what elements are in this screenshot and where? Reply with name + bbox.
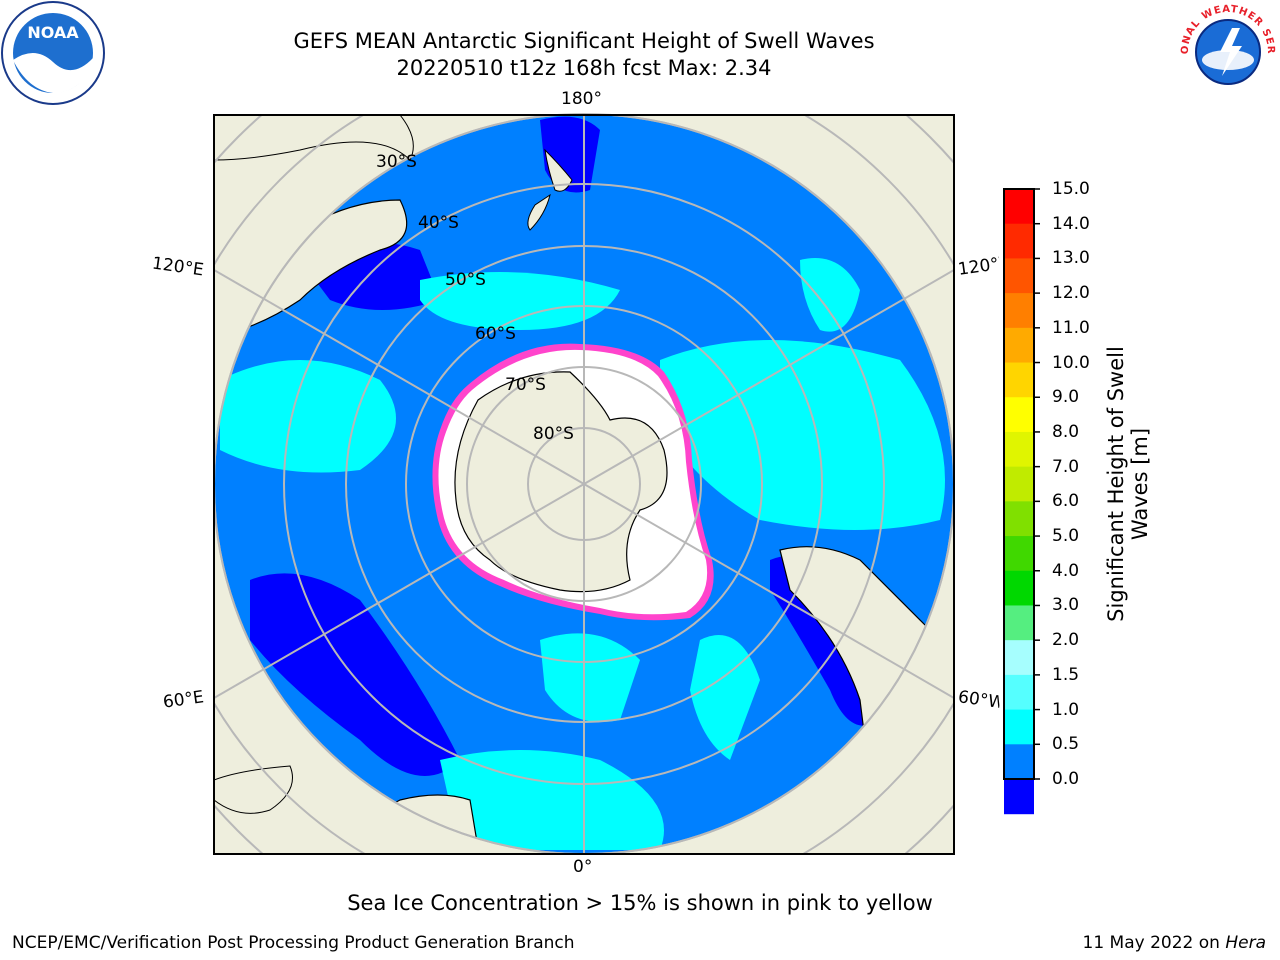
colorbar-segment bbox=[1004, 223, 1034, 259]
footer-date: 11 May 2022 on Hera bbox=[1083, 932, 1267, 954]
lat-label-30s: 30°S bbox=[376, 152, 417, 172]
colorbar-segment bbox=[1004, 674, 1034, 711]
map-frame bbox=[213, 114, 955, 855]
colorbar-segment bbox=[1004, 293, 1034, 329]
lat-label-40s: 40°S bbox=[418, 213, 459, 233]
ocean-dark-region bbox=[250, 573, 460, 776]
colorbar-segment bbox=[1004, 189, 1034, 225]
colorbar-frame bbox=[1003, 188, 1035, 780]
colorbar-label: Significant Height of Swell Waves [m] bbox=[1104, 346, 1152, 622]
colorbar-tick-label: 15.0 bbox=[1052, 179, 1090, 199]
chart-subtitle: 20220510 t12z 168h fcst Max: 2.34 bbox=[396, 56, 772, 80]
antarctica-land bbox=[454, 371, 668, 593]
longitude-grid bbox=[214, 115, 954, 854]
colorbar-segment bbox=[1004, 744, 1034, 780]
lon-label-0: 0° bbox=[573, 857, 593, 877]
noaa-logo: NOAA bbox=[1, 1, 105, 105]
colorbar-tick-label: 11.0 bbox=[1052, 317, 1090, 338]
colorbar-tick-label: 13.0 bbox=[1052, 248, 1090, 269]
colorbar-tick-label: 1.5 bbox=[1052, 664, 1080, 685]
colorbar-tick-label: 14.0 bbox=[1052, 213, 1090, 234]
colorbar-segment bbox=[1004, 327, 1034, 364]
ocean-light-region bbox=[690, 635, 760, 760]
colorbar-tick-label: 10.0 bbox=[1052, 352, 1090, 373]
ocean-light-region bbox=[800, 258, 860, 332]
colorbar-segment bbox=[1004, 397, 1034, 433]
noaa-logo-text: NOAA bbox=[27, 23, 79, 42]
colorbar-segment bbox=[1004, 605, 1034, 641]
ocean-light-region bbox=[540, 633, 640, 722]
colorbar-tick-label: 4.0 bbox=[1052, 560, 1080, 581]
land-corner bbox=[214, 115, 414, 161]
colorbar-tick-label: 7.0 bbox=[1052, 456, 1080, 477]
ocean-light-region bbox=[420, 272, 620, 330]
colorbar-tick-label: 1.0 bbox=[1052, 699, 1080, 720]
lat-label-50s: 50°S bbox=[445, 270, 486, 290]
ocean-light-region bbox=[220, 360, 396, 473]
colorbar-segment bbox=[1004, 501, 1034, 537]
colorbar-segment bbox=[1004, 709, 1034, 745]
colorbar-tick-label: 9.0 bbox=[1052, 387, 1080, 408]
lat-label-60s: 60°S bbox=[475, 324, 516, 344]
footer-date-text: 11 May 2022 on bbox=[1082, 933, 1220, 953]
colorbar-segment bbox=[1004, 570, 1034, 606]
lat-label-80s: 80°S bbox=[533, 424, 574, 444]
colorbar-tick-label: 12.0 bbox=[1052, 283, 1090, 304]
ocean-light-region bbox=[660, 340, 945, 530]
lat-label-70s: 70°S bbox=[505, 375, 546, 395]
colorbar-segment bbox=[1004, 258, 1034, 294]
land-corner bbox=[214, 765, 293, 814]
colorbar-segment bbox=[1004, 431, 1034, 468]
new-zealand-land bbox=[527, 193, 551, 231]
colorbar-segment bbox=[1004, 640, 1034, 676]
colorbar-tick-label: 2.0 bbox=[1052, 630, 1080, 651]
colorbar-tick-label: 3.0 bbox=[1052, 595, 1080, 616]
ocean-light-region bbox=[440, 750, 664, 850]
colorbar bbox=[1003, 188, 1040, 815]
colorbar-segment bbox=[1004, 779, 1034, 815]
colorbar-segment bbox=[1004, 536, 1034, 572]
colorbar-tick-label: 5.0 bbox=[1052, 526, 1080, 547]
chart-title: GEFS MEAN Antarctic Significant Height o… bbox=[293, 29, 875, 53]
lon-label-180: 180° bbox=[561, 89, 602, 109]
sea-ice-note: Sea Ice Concentration > 15% is shown in … bbox=[347, 891, 933, 915]
colorbar-tick-label: 0.5 bbox=[1052, 734, 1080, 755]
colorbar-tick-label: 0.0 bbox=[1052, 769, 1080, 789]
footer-host: Hera bbox=[1225, 933, 1266, 953]
colorbar-segment bbox=[1004, 362, 1034, 398]
colorbar-tick-label: 6.0 bbox=[1052, 491, 1080, 512]
footer-credit: NCEP/EMC/Verification Post Processing Pr… bbox=[12, 933, 575, 953]
nws-logo: NATIONAL WEATHER SERVICE bbox=[1176, 0, 1278, 102]
colorbar-segment bbox=[1004, 466, 1034, 502]
new-zealand-land bbox=[544, 148, 573, 192]
colorbar-tick-label: 8.0 bbox=[1052, 421, 1080, 442]
